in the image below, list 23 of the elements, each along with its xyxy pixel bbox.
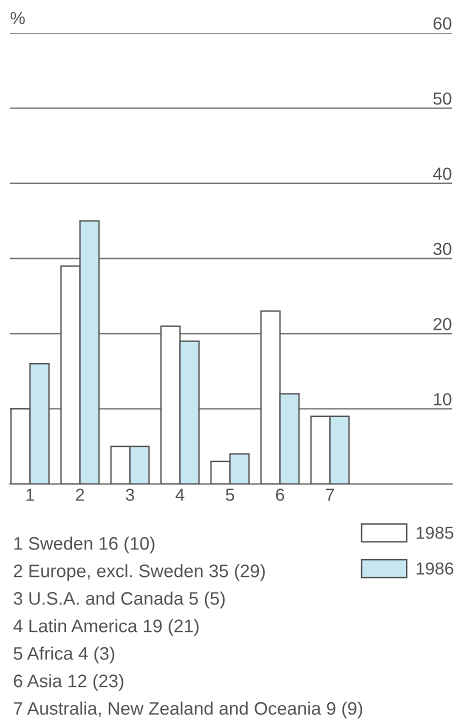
y-tick-label: 60 <box>434 17 452 30</box>
x-tick-label: 6 <box>276 488 284 501</box>
x-tick-label: 2 <box>76 488 84 501</box>
legend-label: 1985 <box>416 526 454 539</box>
text: 1 Sweden 16 (10) <box>14 536 154 554</box>
x-tick-label: 7 <box>326 488 334 501</box>
y-tick-label: 40 <box>433 168 452 180</box>
y-tick-label: 30 <box>433 242 452 256</box>
text: 3 U.S.A. and Canada 5 (5) <box>14 592 225 608</box>
text: 7 Australia, New Zealand and Oceania 9 (9) <box>14 702 362 718</box>
text: 2 Europe, excl. Sweden 35 (29) <box>14 564 265 581</box>
y-axis-title: % <box>10 12 25 24</box>
text: 6 Asia 12 (23) <box>14 674 124 691</box>
x-tick-label: 1 <box>26 488 34 501</box>
y-tick-label: 20 <box>434 318 452 330</box>
text: 5 Africa 4 (3) <box>14 646 114 664</box>
x-tick-label: 3 <box>126 488 134 501</box>
x-tick-label: 4 <box>176 488 184 501</box>
text: 4 Latin America 19 (21) <box>13 619 199 636</box>
legend-label: 1986 <box>416 562 454 575</box>
y-tick-label: 10 <box>434 393 452 406</box>
x-tick-label: 5 <box>226 488 234 501</box>
y-tick-label: 50 <box>433 92 452 105</box>
